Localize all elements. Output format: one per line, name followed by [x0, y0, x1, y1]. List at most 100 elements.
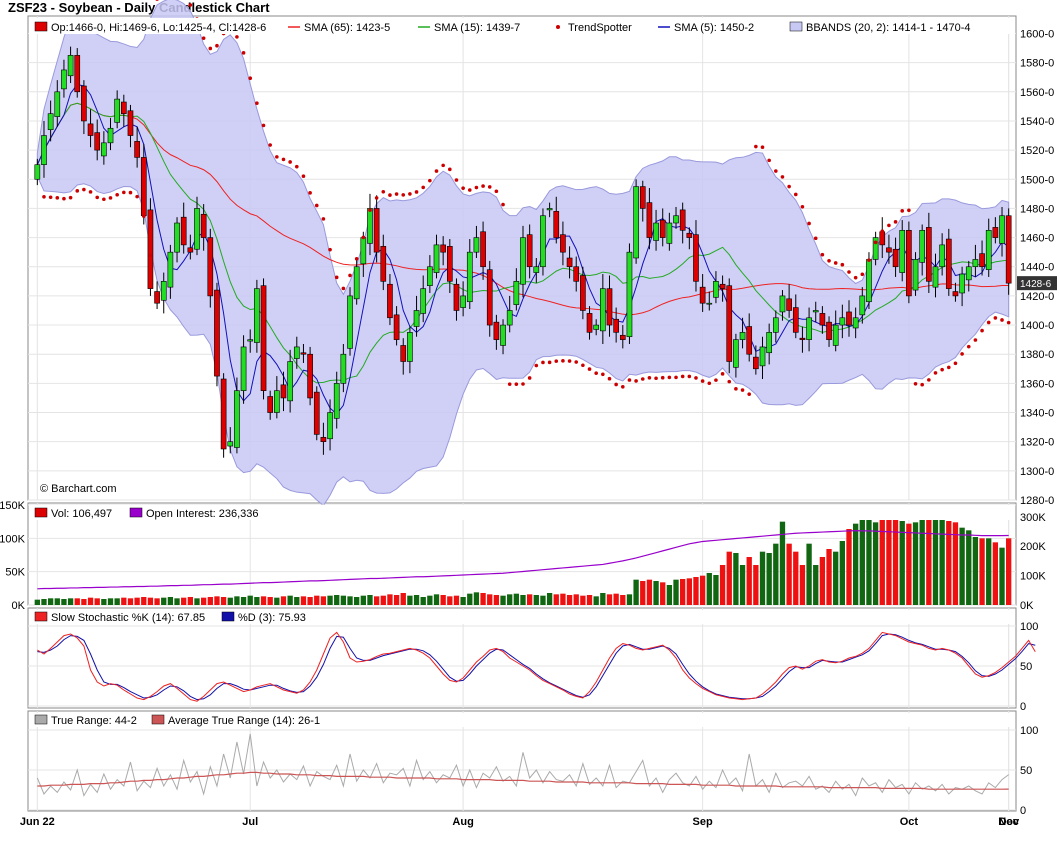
- trendspotter-marker: [334, 275, 339, 280]
- trendspotter-marker: [428, 178, 432, 183]
- price-y-tick: 1400-0: [1020, 320, 1054, 332]
- volume-bar-down: [699, 575, 706, 605]
- candle-up: [101, 142, 107, 157]
- volume-bar-up: [713, 575, 719, 605]
- trendspotter-marker: [268, 143, 272, 147]
- candle-down: [819, 313, 826, 326]
- price-y-tick: 1560-0: [1020, 87, 1054, 99]
- trendspotter-marker: [368, 208, 372, 212]
- candle-down: [799, 337, 806, 340]
- volume-bar-up: [633, 579, 639, 605]
- candle-up: [806, 317, 812, 340]
- trendspotter-marker: [993, 316, 998, 320]
- candle-up: [713, 281, 719, 298]
- volume-bar-down: [453, 595, 460, 605]
- legend-sma65: SMA (65): 1423-5: [304, 22, 390, 34]
- trendspotter-marker: [148, 253, 153, 258]
- candle-up: [41, 135, 47, 165]
- volume-bar-up: [507, 594, 513, 605]
- volume-bar-up: [467, 593, 473, 605]
- volume-bar-down: [320, 596, 327, 605]
- trendspotter-marker: [62, 196, 66, 201]
- x-tick-label: Jul: [242, 816, 258, 828]
- volume-bar-up: [520, 595, 526, 605]
- candle-up: [959, 273, 965, 294]
- volume-bar-up: [234, 596, 240, 605]
- volume-bar-down: [387, 594, 393, 605]
- trendspotter-marker: [534, 363, 539, 368]
- trendspotter-marker: [507, 382, 512, 386]
- volume-bar-down: [746, 557, 752, 605]
- volume-bar-up: [367, 595, 373, 605]
- candle-down: [493, 321, 500, 340]
- true-range-y-tick: 100: [1020, 725, 1038, 737]
- last-price-label: 1428-6: [1020, 279, 1052, 290]
- candle-down: [679, 209, 686, 231]
- trendspotter-marker: [707, 381, 712, 386]
- candle-down: [926, 227, 932, 282]
- volume-bar-down: [952, 522, 959, 605]
- candle-up: [460, 295, 466, 308]
- volume-bar-down: [200, 597, 207, 605]
- trendspotter-marker: [95, 195, 100, 200]
- volume-bar-up: [972, 537, 979, 605]
- trendspotter-marker: [434, 169, 439, 173]
- true-range-y-tick: 50: [1020, 765, 1032, 777]
- trendspotter-marker: [547, 360, 552, 365]
- volume-bar-up: [41, 599, 47, 605]
- trendspotter-marker: [627, 378, 632, 382]
- volume-bar-up: [240, 597, 247, 605]
- candle-down: [1005, 215, 1012, 284]
- volume-bar-up: [912, 522, 919, 605]
- candle-down: [753, 356, 759, 370]
- volume-bar-down: [786, 543, 792, 605]
- volume-bar-up: [626, 594, 633, 605]
- candle-up: [520, 237, 526, 285]
- volume-bar-down: [560, 593, 566, 605]
- true-range-line: [36, 733, 1009, 797]
- trendspotter-marker: [235, 35, 239, 39]
- volume-bar-up: [986, 538, 992, 605]
- candle-up: [293, 346, 300, 359]
- candle-down: [945, 238, 952, 289]
- volume-bar-down: [793, 551, 799, 605]
- candle-down: [307, 353, 313, 399]
- x-tick-label: Nov: [998, 816, 1020, 828]
- candle-up: [234, 390, 240, 448]
- volume-bar-up: [54, 598, 60, 605]
- volume-y-tick-left: 150K: [0, 500, 26, 512]
- volume-y-tick-left: 50K: [5, 567, 25, 579]
- volume-bar-down: [906, 523, 912, 605]
- volume-bar-up: [673, 579, 679, 605]
- volume-bar-down: [660, 582, 666, 605]
- trendspotter-marker: [275, 155, 279, 159]
- candle-up: [407, 332, 413, 362]
- volume-bar-down: [214, 596, 220, 605]
- trendspotter-marker: [441, 163, 445, 168]
- x-tick-label: Oct: [900, 816, 919, 828]
- stochastic-d-line: [37, 633, 1036, 701]
- trendspotter-marker: [680, 374, 685, 379]
- legend-sma5: SMA (5): 1450-2: [674, 22, 754, 34]
- volume-bar-down: [646, 579, 653, 605]
- trendspotter-marker: [1006, 320, 1011, 325]
- candle-down: [486, 269, 493, 326]
- trendspotter-marker: [946, 365, 951, 370]
- candle-up: [832, 324, 839, 346]
- volume-bar-down: [81, 599, 87, 605]
- candle-down: [619, 334, 626, 340]
- candle-down: [387, 283, 393, 319]
- trendspotter-marker: [747, 392, 752, 396]
- volume-bar-up: [254, 597, 260, 605]
- candle-up: [353, 266, 360, 300]
- last-price-box: [1017, 276, 1057, 291]
- trendspotter-marker: [454, 178, 459, 182]
- trendspotter-marker: [561, 359, 565, 363]
- stochastic-legend-bg: [29, 610, 1015, 624]
- trendspotter-marker: [887, 223, 891, 228]
- volume-bar-up: [167, 597, 174, 605]
- trendspotter-marker: [867, 258, 871, 262]
- volume-bar-up: [739, 565, 746, 605]
- trendspotter-marker: [927, 378, 931, 382]
- volume-bar-up: [959, 527, 965, 605]
